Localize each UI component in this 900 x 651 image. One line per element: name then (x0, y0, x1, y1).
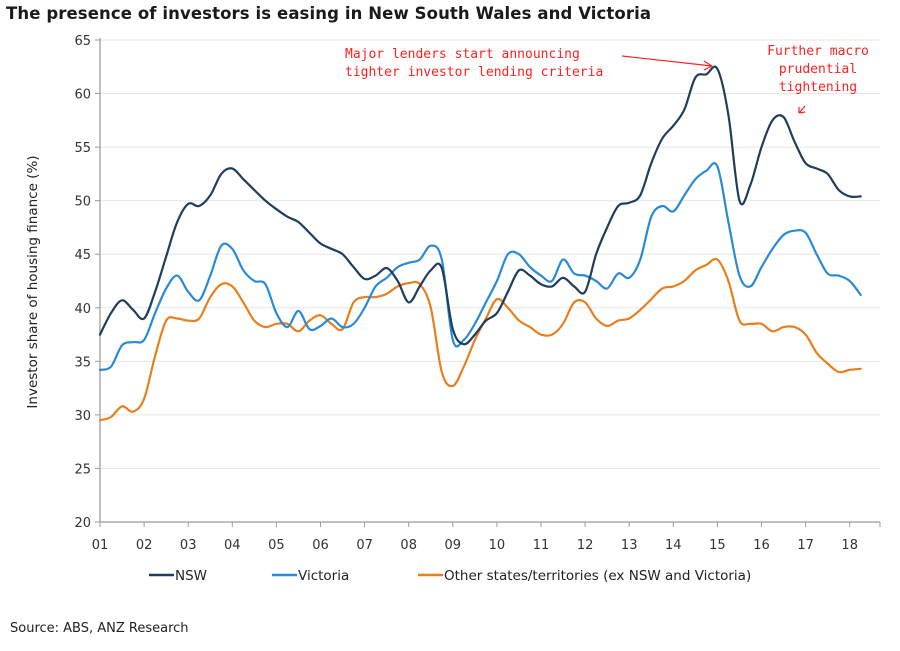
legend-label-victoria: Victoria (298, 568, 349, 584)
series-line-nsw (98, 65, 862, 346)
y-axis-label: Investor share of housing finance (%) (25, 155, 41, 408)
annotation-macro-line2: prudential (779, 62, 857, 77)
x-tick-label: 12 (577, 538, 594, 553)
legend-label-nsw: NSW (175, 568, 207, 584)
x-tick-label: 10 (489, 538, 506, 553)
legend-label-other: Other states/territories (ex NSW and Vic… (444, 568, 751, 584)
x-tick-label: 11 (533, 538, 550, 553)
chart-title: The presence of investors is easing in N… (6, 4, 652, 23)
y-tick-label: 35 (74, 355, 91, 370)
x-tick-label: 08 (400, 538, 417, 553)
x-axis-ticks: 01 02 03 04 05 06 07 08 09 10 11 12 13 14 15 16 17 18 (92, 522, 881, 553)
x-tick-label: 17 (797, 538, 814, 553)
y-axis-ticks: 20 25 30 35 40 45 50 55 60 65 (74, 34, 100, 531)
series-line-other (98, 257, 862, 422)
y-tick-label: 20 (74, 516, 91, 531)
x-tick-label: 02 (136, 538, 153, 553)
x-tick-label: 18 (841, 538, 858, 553)
x-tick-label: 03 (180, 538, 197, 553)
series-line-victoria (98, 162, 862, 371)
x-tick-label: 07 (356, 538, 373, 553)
annotation-macro-arrowhead (798, 107, 806, 114)
annotation-lenders-arrowhead (703, 60, 713, 71)
annotation-lenders-line1: Major lenders start announcing (345, 47, 580, 62)
annotation-macro-arrow (798, 105, 806, 114)
annotation-lenders-line2: tighter investor lending criteria (345, 65, 603, 80)
y-tick-label: 50 (74, 195, 91, 210)
y-tick-label: 45 (74, 248, 91, 263)
legend-item-other: Other states/territories (ex NSW and Vic… (418, 568, 751, 584)
annotations: Major lenders start announcing tighter i… (345, 44, 869, 114)
x-tick-label: 06 (312, 538, 329, 553)
y-tick-label: 55 (74, 141, 91, 156)
x-tick-label: 09 (445, 538, 462, 553)
y-tick-label: 30 (74, 409, 91, 424)
x-tick-label: 14 (665, 538, 682, 553)
legend-item-nsw: NSW (149, 568, 207, 584)
legend: NSW Victoria Other states/territories (e… (149, 568, 751, 584)
series-lines (98, 65, 862, 422)
annotation-macro-line1: Further macro (767, 44, 869, 59)
x-tick-label: 15 (709, 538, 726, 553)
x-tick-label: 05 (268, 538, 285, 553)
x-tick-label: 01 (92, 538, 109, 553)
y-tick-label: 65 (74, 34, 91, 49)
annotation-lenders-arrow (621, 55, 713, 67)
source-note: Source: ABS, ANZ Research (10, 621, 189, 636)
x-tick-label: 04 (224, 538, 241, 553)
y-tick-label: 25 (74, 462, 91, 477)
y-tick-label: 60 (74, 88, 91, 103)
y-tick-label: 40 (74, 302, 91, 317)
axes (99, 38, 880, 523)
x-tick-label: 13 (621, 538, 638, 553)
x-tick-label: 16 (753, 538, 770, 553)
annotation-macro-line3: tightening (779, 80, 857, 95)
legend-item-victoria: Victoria (272, 568, 349, 584)
